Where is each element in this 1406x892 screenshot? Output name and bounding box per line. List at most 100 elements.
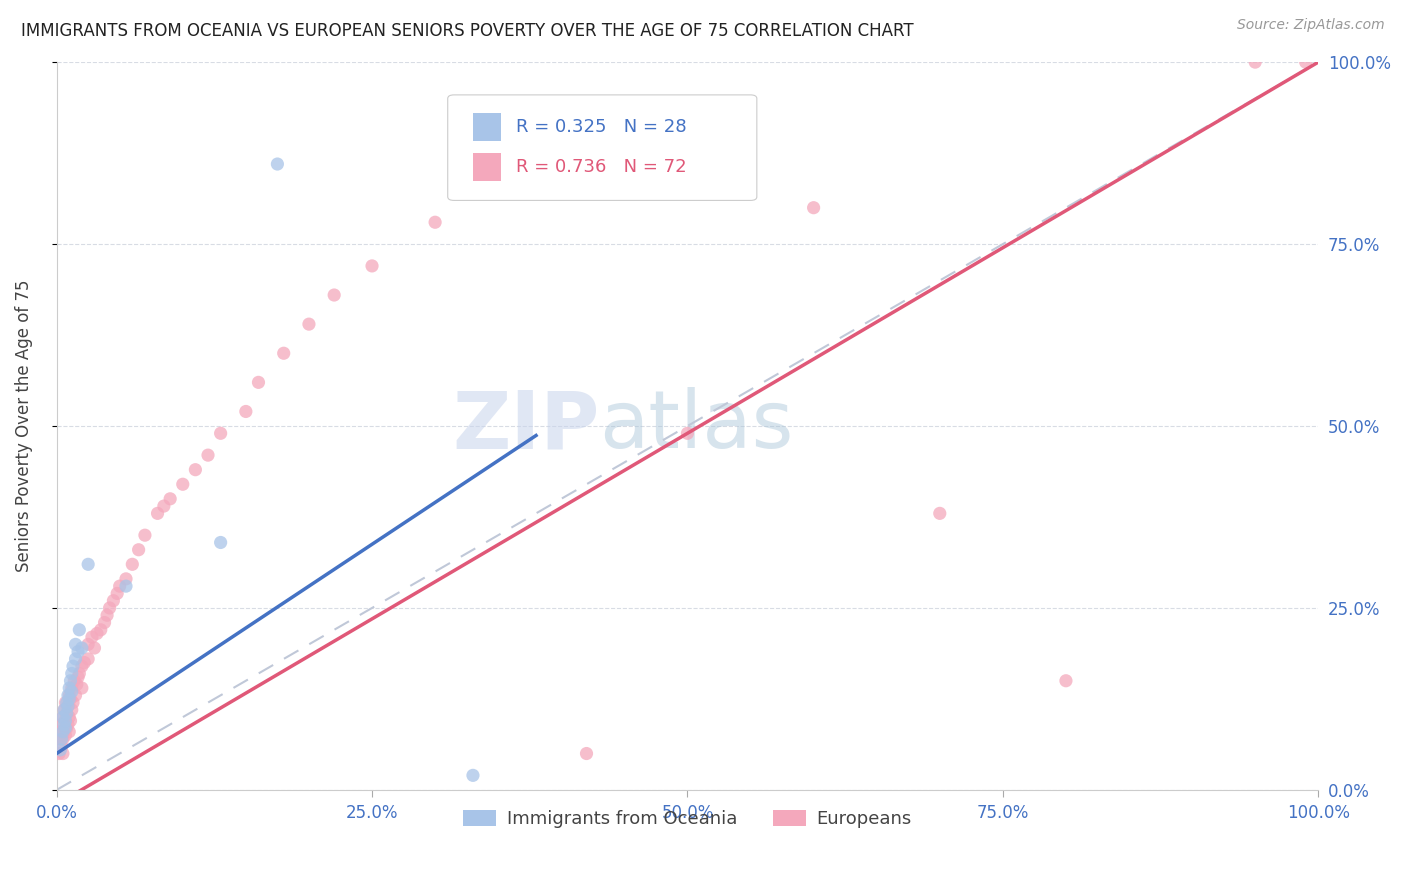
- Point: [53, 703, 76, 717]
- Point: [55, 728, 77, 742]
- Point: [58, 692, 80, 706]
- Point: [65, 637, 87, 651]
- Point: [55, 721, 77, 735]
- Point: [172, 477, 194, 491]
- Point: [98, 601, 121, 615]
- Point: [70, 659, 93, 673]
- Point: [298, 317, 321, 331]
- Point: [63, 673, 86, 688]
- Point: [49, 731, 72, 746]
- Point: [209, 426, 232, 441]
- Point: [115, 579, 138, 593]
- Text: ZIP: ZIP: [451, 387, 599, 465]
- Point: [209, 535, 232, 549]
- Point: [159, 491, 181, 506]
- Text: R = 0.736   N = 72: R = 0.736 N = 72: [516, 158, 686, 176]
- Point: [60, 684, 83, 698]
- Point: [103, 593, 125, 607]
- Point: [83, 640, 105, 655]
- Text: atlas: atlas: [599, 387, 793, 465]
- Point: [55, 696, 77, 710]
- Point: [70, 681, 93, 695]
- Point: [115, 572, 138, 586]
- Point: [67, 645, 90, 659]
- Point: [51, 717, 73, 731]
- Point: [58, 710, 80, 724]
- Point: [273, 346, 295, 360]
- Point: [60, 666, 83, 681]
- Point: [153, 499, 176, 513]
- Y-axis label: Seniors Poverty Over the Age of 75: Seniors Poverty Over the Age of 75: [15, 280, 32, 573]
- Point: [80, 630, 103, 644]
- Point: [66, 677, 89, 691]
- Point: [323, 288, 346, 302]
- Point: [235, 404, 257, 418]
- Point: [184, 463, 207, 477]
- Point: [486, 178, 509, 193]
- Point: [55, 706, 77, 721]
- Point: [56, 699, 79, 714]
- Point: [56, 717, 79, 731]
- Point: [52, 710, 75, 724]
- Point: [49, 743, 72, 757]
- Point: [62, 696, 84, 710]
- Point: [77, 558, 100, 572]
- Text: IMMIGRANTS FROM OCEANIA VS EUROPEAN SENIORS POVERTY OVER THE AGE OF 75 CORRELATI: IMMIGRANTS FROM OCEANIA VS EUROPEAN SENI…: [21, 22, 914, 40]
- Point: [59, 714, 82, 728]
- Point: [52, 710, 75, 724]
- Point: [146, 507, 169, 521]
- Point: [70, 640, 93, 655]
- Point: [266, 157, 288, 171]
- Point: [128, 542, 150, 557]
- Point: [53, 703, 76, 717]
- Point: [49, 724, 72, 739]
- Point: [58, 724, 80, 739]
- Point: [59, 692, 82, 706]
- Point: [361, 259, 384, 273]
- Point: [90, 623, 112, 637]
- Point: [51, 739, 73, 754]
- Point: [247, 376, 270, 390]
- Point: [77, 637, 100, 651]
- Point: [55, 721, 77, 735]
- Point: [60, 681, 83, 695]
- Point: [48, 747, 70, 761]
- Point: [676, 426, 699, 441]
- Point: [53, 724, 76, 739]
- Point: [1295, 55, 1317, 70]
- Point: [60, 703, 83, 717]
- Point: [108, 579, 131, 593]
- Point: [58, 681, 80, 695]
- Point: [52, 731, 75, 746]
- Point: [59, 673, 82, 688]
- Point: [67, 670, 90, 684]
- Text: R = 0.325   N = 28: R = 0.325 N = 28: [516, 118, 686, 136]
- Point: [51, 731, 73, 746]
- Point: [121, 558, 143, 572]
- Point: [53, 717, 76, 731]
- FancyBboxPatch shape: [472, 153, 501, 181]
- Point: [134, 528, 156, 542]
- Point: [575, 747, 598, 761]
- FancyBboxPatch shape: [447, 95, 756, 201]
- Point: [524, 157, 547, 171]
- FancyBboxPatch shape: [472, 113, 501, 141]
- Point: [58, 688, 80, 702]
- Text: Source: ZipAtlas.com: Source: ZipAtlas.com: [1237, 18, 1385, 32]
- Point: [96, 608, 118, 623]
- Point: [52, 747, 75, 761]
- Point: [803, 201, 825, 215]
- Point: [62, 659, 84, 673]
- Point: [65, 652, 87, 666]
- Point: [423, 215, 446, 229]
- Point: [52, 724, 75, 739]
- Point: [56, 699, 79, 714]
- Point: [67, 666, 90, 681]
- Point: [55, 696, 77, 710]
- Point: [105, 586, 128, 600]
- Point: [65, 688, 87, 702]
- Point: [461, 768, 484, 782]
- Point: [93, 615, 115, 630]
- Point: [1054, 673, 1077, 688]
- Point: [56, 688, 79, 702]
